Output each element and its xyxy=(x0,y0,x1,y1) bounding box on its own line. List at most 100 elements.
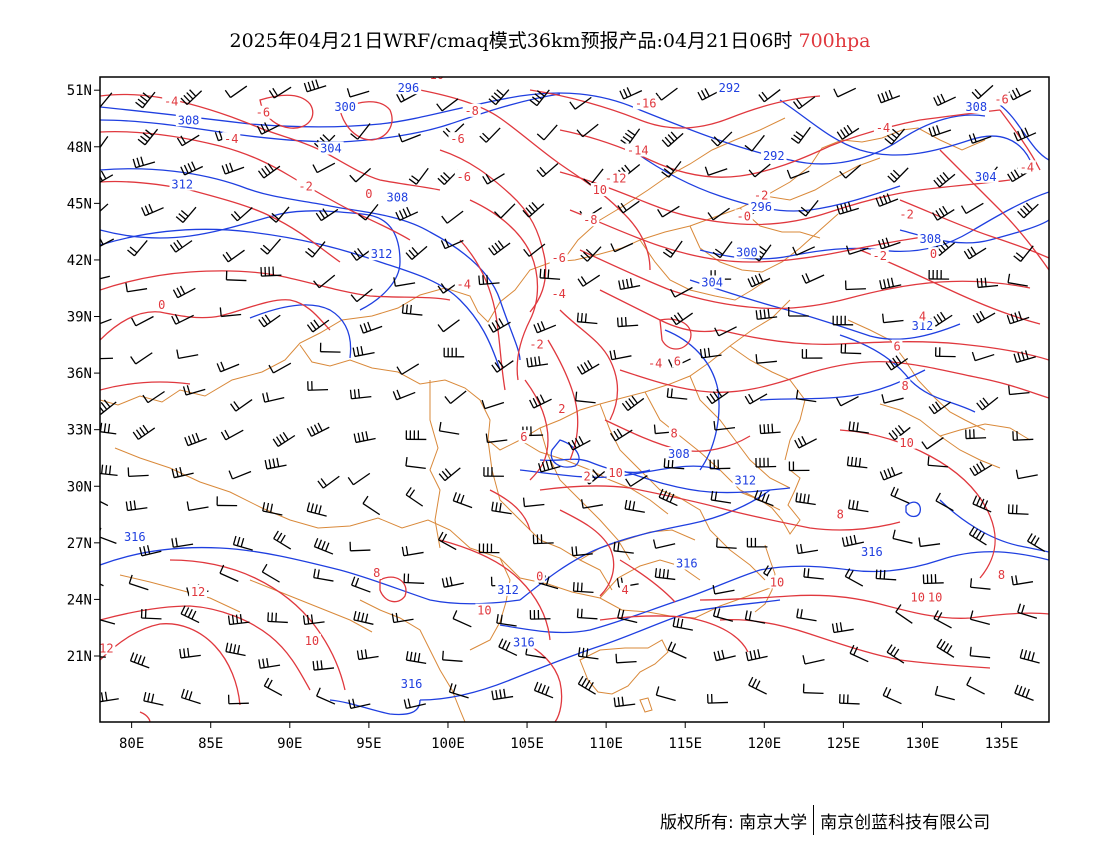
wind-barb xyxy=(129,652,150,669)
wind-barb xyxy=(498,638,518,657)
temperature-contour-label: -2 xyxy=(754,189,768,203)
wind-barb xyxy=(972,310,996,324)
wind-barb xyxy=(258,314,281,328)
wind-barb xyxy=(306,502,327,517)
wind-barb xyxy=(488,240,511,256)
temperature-contour-label: -2 xyxy=(529,338,543,352)
height-contour-label: 316 xyxy=(861,545,883,559)
temperature-contour-label-bg xyxy=(870,249,889,263)
wind-barb xyxy=(610,242,634,253)
wind-barb xyxy=(1008,87,1032,101)
wind-barb xyxy=(792,246,815,256)
wind-barb xyxy=(496,614,517,627)
wind-barb xyxy=(224,85,248,99)
height-contour-label-bg xyxy=(175,113,202,127)
temperature-contour-label: -4 xyxy=(648,357,662,371)
temperature-contour-label: 2 xyxy=(584,470,591,484)
wind-barb xyxy=(448,683,469,699)
temperature-contour-label: 12 xyxy=(191,585,205,599)
temperature-contour-label-bg xyxy=(454,277,473,291)
temperature-contour-label-bg xyxy=(625,143,651,157)
temperature-contour-label: 10 xyxy=(305,634,319,648)
temperature-contour-label-bg xyxy=(899,379,911,393)
temperature-contour-label-bg xyxy=(302,633,321,647)
wind-barb xyxy=(662,240,683,258)
wind-barb xyxy=(313,538,334,555)
wind-barb xyxy=(569,96,592,110)
wind-barb xyxy=(139,545,162,557)
wind-barb xyxy=(1017,603,1038,619)
wind-barb xyxy=(172,285,196,299)
pressure-level: 700hpa xyxy=(798,30,871,52)
wind-barb xyxy=(478,543,500,554)
wind-barb xyxy=(313,568,334,582)
height-contour-label: 292 xyxy=(719,81,741,95)
temperature-contour-label: 0 xyxy=(930,247,937,261)
height-contour-label-bg xyxy=(734,245,760,259)
wind-barb xyxy=(256,122,280,135)
wind-barb xyxy=(100,500,109,507)
height-contour-label-bg xyxy=(674,556,700,570)
wind-barb xyxy=(125,500,148,512)
wind-barb xyxy=(744,393,768,405)
temperature-contour-label: -6 xyxy=(450,132,464,146)
height-contour-label-bg xyxy=(972,169,999,183)
boundary-lines xyxy=(100,117,1031,722)
wind-barb xyxy=(969,610,990,626)
wind-barb xyxy=(625,474,648,487)
wind-barb xyxy=(137,128,159,146)
wind-barb xyxy=(180,605,200,624)
temperature-contour-label-bg xyxy=(834,507,846,521)
temperature-contour-label: -16 xyxy=(635,96,657,110)
wind-barb xyxy=(349,388,372,400)
temperature-contour-label-bg xyxy=(646,356,665,370)
temperature-contour-label: -4 xyxy=(551,287,565,301)
wind-barb xyxy=(795,492,816,506)
wind-barb xyxy=(577,675,596,695)
temperature-contour-label-bg xyxy=(581,213,600,227)
temperature-contour-label-bg xyxy=(897,207,916,221)
temperature-contour-label-bg xyxy=(897,435,916,449)
wind-barb xyxy=(532,534,554,545)
wind-barb xyxy=(670,312,693,326)
lon-label: 95E xyxy=(356,736,381,752)
wind-barb xyxy=(963,246,987,260)
wind-barb xyxy=(697,88,721,101)
temperature-contour-label: 8 xyxy=(373,566,380,580)
height-contour-label-bg xyxy=(384,190,411,204)
wind-barb xyxy=(303,79,327,93)
wind-barb xyxy=(1008,385,1030,396)
wind-barb xyxy=(393,277,416,287)
wind-barb xyxy=(100,656,106,658)
temperature-contour-label: -14 xyxy=(627,143,649,157)
wind-barb xyxy=(744,134,765,152)
wind-barb xyxy=(933,172,956,188)
wind-barb xyxy=(478,274,500,286)
temperature-contour-label: -4 xyxy=(1020,160,1034,174)
wind-barb xyxy=(666,388,688,400)
wind-barb xyxy=(306,422,330,437)
height-contour-label: 304 xyxy=(975,170,997,184)
wind-barb xyxy=(352,345,375,358)
wind-barb xyxy=(655,87,678,101)
wind-barb xyxy=(976,277,999,289)
wind-barb xyxy=(971,351,995,362)
wind-barb xyxy=(892,529,913,544)
temperature-contour-label-bg xyxy=(253,105,272,119)
wind-barb xyxy=(351,576,371,593)
lat-label: 36N xyxy=(67,366,92,382)
height-contour-label: 308 xyxy=(178,113,200,127)
temperature-contour-label-bg xyxy=(162,94,181,108)
height-contour-label-bg xyxy=(963,100,989,114)
wind-barb xyxy=(833,87,857,98)
wind-barb xyxy=(479,127,501,143)
wind-barb xyxy=(748,163,771,178)
wind-barb xyxy=(219,564,239,582)
wind-barb xyxy=(613,696,636,708)
lon-label: 135E xyxy=(985,736,1019,752)
copyright-text: 版权所有: 南京大学 xyxy=(660,813,808,833)
wind-barb xyxy=(790,126,811,144)
wind-barb xyxy=(798,199,819,217)
wind-barb xyxy=(222,249,245,263)
